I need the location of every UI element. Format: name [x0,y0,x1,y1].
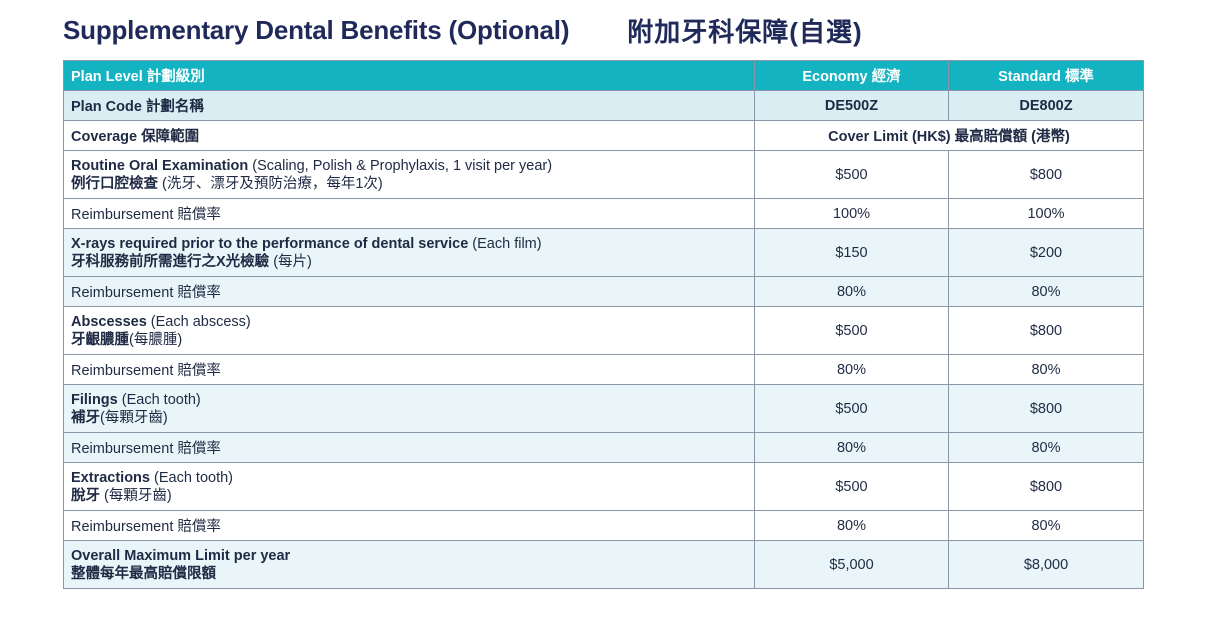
benefit-note-zh: (每顆牙齒) [100,487,172,504]
overall-limit-standard: $8,000 [948,540,1144,589]
economy-header: Economy 經濟 [754,60,949,91]
benefit-note-en: (Each abscess) [146,313,251,330]
dental-benefits-table: Plan Level 計劃級別 Economy 經濟 Standard 標準 P… [63,60,1144,589]
standard-reimbursement: 100% [948,198,1144,229]
table-row: Reimbursement 賠償率 80% 80% [63,276,1144,307]
benefit-name-en: Extractions [71,469,150,486]
standard-limit: $200 [948,228,1144,277]
benefit-note-zh: (每膿腫) [129,331,183,348]
table-row: Reimbursement 賠償率 80% 80% [63,432,1144,463]
economy-limit: $150 [754,228,949,277]
reimbursement-label: Reimbursement 賠償率 [63,510,755,541]
benefit-name-zh: 牙齦膿腫 [71,331,129,348]
table-row: Filings (Each tooth) 補牙(每顆牙齒) $500 $800 [63,384,1144,433]
reimbursement-label: Reimbursement 賠償率 [63,354,755,385]
benefit-name-zh: 脫牙 [71,487,100,504]
economy-reimbursement: 80% [754,354,949,385]
plan-code-standard: DE800Z [948,90,1144,121]
benefit-note-en: (Each tooth) [149,469,233,486]
benefit-item-cell: Filings (Each tooth) 補牙(每顆牙齒) [63,384,755,433]
plan-code-label: Plan Code 計劃名稱 [63,90,755,121]
plan-level-header: Plan Level 計劃級別 [63,60,755,91]
benefit-item-cell: X-rays required prior to the performance… [63,228,755,277]
benefit-name-en: X-rays required prior to the performance… [71,235,469,252]
overall-limit-label-en: Overall Maximum Limit per year [71,547,291,564]
coverage-label: Coverage 保障範圍 [63,120,755,151]
benefit-item-cell: Extractions (Each tooth) 脫牙 (每顆牙齒) [63,462,755,511]
standard-limit: $800 [948,306,1144,355]
standard-reimbursement: 80% [948,432,1144,463]
table-row: Abscesses (Each abscess) 牙齦膿腫(每膿腫) $500 … [63,306,1144,355]
benefit-name-en: Routine Oral Examination [71,157,249,174]
page-title-english: Supplementary Dental Benefits (Optional) [63,14,570,45]
benefit-name-zh: 補牙 [71,409,100,426]
economy-reimbursement: 80% [754,510,949,541]
overall-limit-label-zh: 整體每年最高賠償限額 [71,565,216,582]
benefit-name-zh: 牙科服務前所需進行之X光檢驗 [71,253,270,270]
reimbursement-label: Reimbursement 賠償率 [63,198,755,229]
plan-code-economy: DE500Z [754,90,949,121]
table-row: Reimbursement 賠償率 100% 100% [63,198,1144,229]
standard-reimbursement: 80% [948,354,1144,385]
standard-limit: $800 [948,150,1144,199]
benefit-note-zh: (洗牙、漂牙及預防治療，每年1次) [158,175,383,192]
benefit-note-en: (Scaling, Polish & Prophylaxis, 1 visit … [248,157,553,174]
coverage-row: Coverage 保障範圍 Cover Limit (HK$) 最高賠償額 (港… [63,120,1144,151]
benefit-note-zh: (每顆牙齒) [100,409,168,426]
economy-limit: $500 [754,306,949,355]
economy-limit: $500 [754,150,949,199]
page-title: Supplementary Dental Benefits (Optional)… [63,10,1143,50]
benefit-name-en: Abscesses [71,313,147,330]
standard-limit: $800 [948,462,1144,511]
table-row: Extractions (Each tooth) 脫牙 (每顆牙齒) $500 … [63,462,1144,511]
table-header-row: Plan Level 計劃級別 Economy 經濟 Standard 標準 [63,60,1144,91]
benefit-note-zh: (每片) [269,253,312,270]
standard-reimbursement: 80% [948,276,1144,307]
benefit-name-en: Filings [71,391,118,408]
table-row: Reimbursement 賠償率 80% 80% [63,354,1144,385]
standard-header: Standard 標準 [948,60,1144,91]
standard-reimbursement: 80% [948,510,1144,541]
page-title-chinese: 附加牙科保障(自選) [627,16,863,47]
economy-reimbursement: 100% [754,198,949,229]
table-row: Reimbursement 賠償率 80% 80% [63,510,1144,541]
benefit-item-cell: Routine Oral Examination (Scaling, Polis… [63,150,755,199]
benefit-item-cell: Abscesses (Each abscess) 牙齦膿腫(每膿腫) [63,306,755,355]
reimbursement-label: Reimbursement 賠償率 [63,276,755,307]
reimbursement-label: Reimbursement 賠償率 [63,432,755,463]
overall-limit-row: Overall Maximum Limit per year 整體每年最高賠償限… [63,540,1144,589]
economy-reimbursement: 80% [754,276,949,307]
standard-limit: $800 [948,384,1144,433]
benefit-name-zh: 例行口腔檢查 [71,175,158,192]
economy-reimbursement: 80% [754,432,949,463]
overall-limit-economy: $5,000 [754,540,949,589]
economy-limit: $500 [754,462,949,511]
benefit-note-en: (Each film) [468,235,542,252]
table-row: X-rays required prior to the performance… [63,228,1144,277]
cover-limit-label: Cover Limit (HK$) 最高賠償額 (港幣) [754,120,1144,151]
economy-limit: $500 [754,384,949,433]
overall-limit-cell: Overall Maximum Limit per year 整體每年最高賠償限… [63,540,755,589]
table-row: Routine Oral Examination (Scaling, Polis… [63,150,1144,199]
plan-code-row: Plan Code 計劃名稱 DE500Z DE800Z [63,90,1144,121]
benefit-note-en: (Each tooth) [117,391,201,408]
